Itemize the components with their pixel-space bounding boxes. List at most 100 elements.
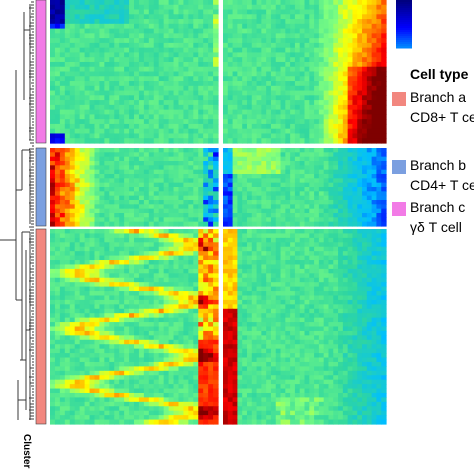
heatmap-cell	[168, 95, 175, 101]
heatmap-cell	[309, 178, 315, 184]
heatmap-cell	[64, 42, 71, 49]
heatmap-cell	[84, 119, 91, 125]
heatmap-cell	[270, 81, 277, 87]
heatmap-cell	[318, 138, 325, 144]
heatmap-cell	[304, 229, 310, 235]
heatmap-cell	[104, 251, 110, 257]
heatmap-cell	[74, 295, 81, 301]
heatmap-cell	[323, 0, 330, 6]
heatmap-cell	[188, 406, 194, 412]
heatmap-cell	[89, 295, 96, 301]
heatmap-cell	[158, 217, 165, 223]
heatmap-cell	[294, 42, 301, 49]
heatmap-cell	[246, 9, 253, 15]
heatmap-cell	[99, 357, 105, 363]
heatmap-cell	[371, 47, 378, 54]
heatmap-cell	[138, 348, 145, 354]
heatmap-cell	[285, 90, 291, 96]
heatmap-cell	[193, 397, 199, 403]
heatmap-cell	[74, 353, 81, 359]
heatmap-cell	[203, 291, 209, 297]
heatmap-cell	[333, 123, 339, 130]
heatmap-cell	[178, 156, 185, 162]
heatmap-cell	[84, 0, 91, 6]
heatmap-cell	[84, 33, 91, 39]
heatmap-cell	[251, 138, 258, 144]
heatmap-cell	[304, 42, 310, 49]
heatmap-cell	[104, 81, 110, 87]
heatmap-cell	[227, 61, 234, 68]
heatmap-cell	[168, 119, 175, 125]
heatmap-cell	[79, 313, 86, 319]
heatmap-cell	[64, 128, 71, 135]
heatmap-cell	[237, 71, 243, 77]
heatmap-cell	[148, 187, 155, 192]
heatmap-cell	[242, 14, 248, 20]
heatmap-cell	[74, 264, 81, 270]
heatmap-cell	[246, 161, 253, 166]
heatmap-cell	[213, 330, 219, 336]
heatmap-cell	[314, 165, 320, 171]
heatmap-cell	[323, 119, 330, 125]
heatmap-cell	[352, 161, 358, 166]
heatmap-cell	[304, 81, 310, 87]
heatmap-cell	[50, 384, 56, 390]
heatmap-cell	[213, 370, 219, 376]
heatmap-cell	[318, 178, 325, 184]
heatmap-cell	[256, 128, 262, 135]
heatmap-cell	[198, 286, 204, 292]
heatmap-cell	[104, 182, 110, 188]
heatmap-cell	[251, 191, 258, 197]
heatmap-cell	[352, 229, 358, 235]
heatmap-cell	[371, 178, 378, 184]
heatmap-cell	[246, 174, 253, 179]
heatmap-cell	[129, 76, 135, 82]
heatmap-cell	[371, 42, 378, 49]
heatmap-cell	[173, 299, 180, 305]
heatmap-cell	[188, 38, 194, 44]
heatmap-cell	[173, 406, 180, 412]
heatmap-cell	[251, 90, 258, 96]
heatmap-cell	[294, 14, 301, 20]
heatmap-cell	[223, 90, 229, 96]
heatmap-cell	[203, 119, 209, 125]
heatmap-cell	[104, 14, 110, 20]
heatmap-cell	[203, 90, 209, 96]
heatmap-cell	[304, 23, 310, 30]
heatmap-cell	[79, 217, 86, 223]
heatmap-cell	[173, 104, 180, 111]
heatmap-cell	[50, 370, 56, 376]
heatmap-cell	[203, 251, 209, 257]
heatmap-cell	[50, 42, 56, 49]
heatmap-cell	[54, 161, 61, 166]
heatmap-cell	[193, 9, 199, 15]
heatmap-cell	[270, 204, 277, 210]
heatmap-cell	[193, 277, 199, 283]
heatmap-cell	[251, 95, 258, 101]
heatmap-cell	[74, 148, 81, 153]
heatmap-cell	[188, 4, 194, 11]
heatmap-cell	[193, 339, 199, 345]
heatmap-cell	[69, 255, 76, 261]
heatmap-cell	[59, 384, 66, 390]
heatmap-cell	[376, 233, 382, 239]
heatmap-cell	[256, 123, 262, 130]
heatmap-cell	[79, 291, 86, 297]
heatmap-cell	[163, 23, 170, 30]
heatmap-cell	[89, 357, 96, 363]
heatmap-cell	[193, 379, 199, 385]
heatmap-cell	[148, 375, 155, 381]
heatmap-cell	[232, 204, 238, 210]
heatmap-cell	[89, 152, 96, 158]
heatmap-cell	[203, 114, 209, 120]
heatmap-cell	[314, 109, 320, 115]
heatmap-cell	[134, 66, 140, 73]
heatmap-cell	[333, 42, 339, 49]
heatmap-cell	[59, 156, 66, 162]
heatmap-cell	[148, 52, 155, 58]
heatmap-cell	[114, 217, 120, 223]
heatmap-cell	[290, 148, 296, 153]
heatmap-cell	[366, 104, 373, 111]
heatmap-cell	[119, 165, 125, 171]
heatmap-cell	[173, 229, 180, 235]
